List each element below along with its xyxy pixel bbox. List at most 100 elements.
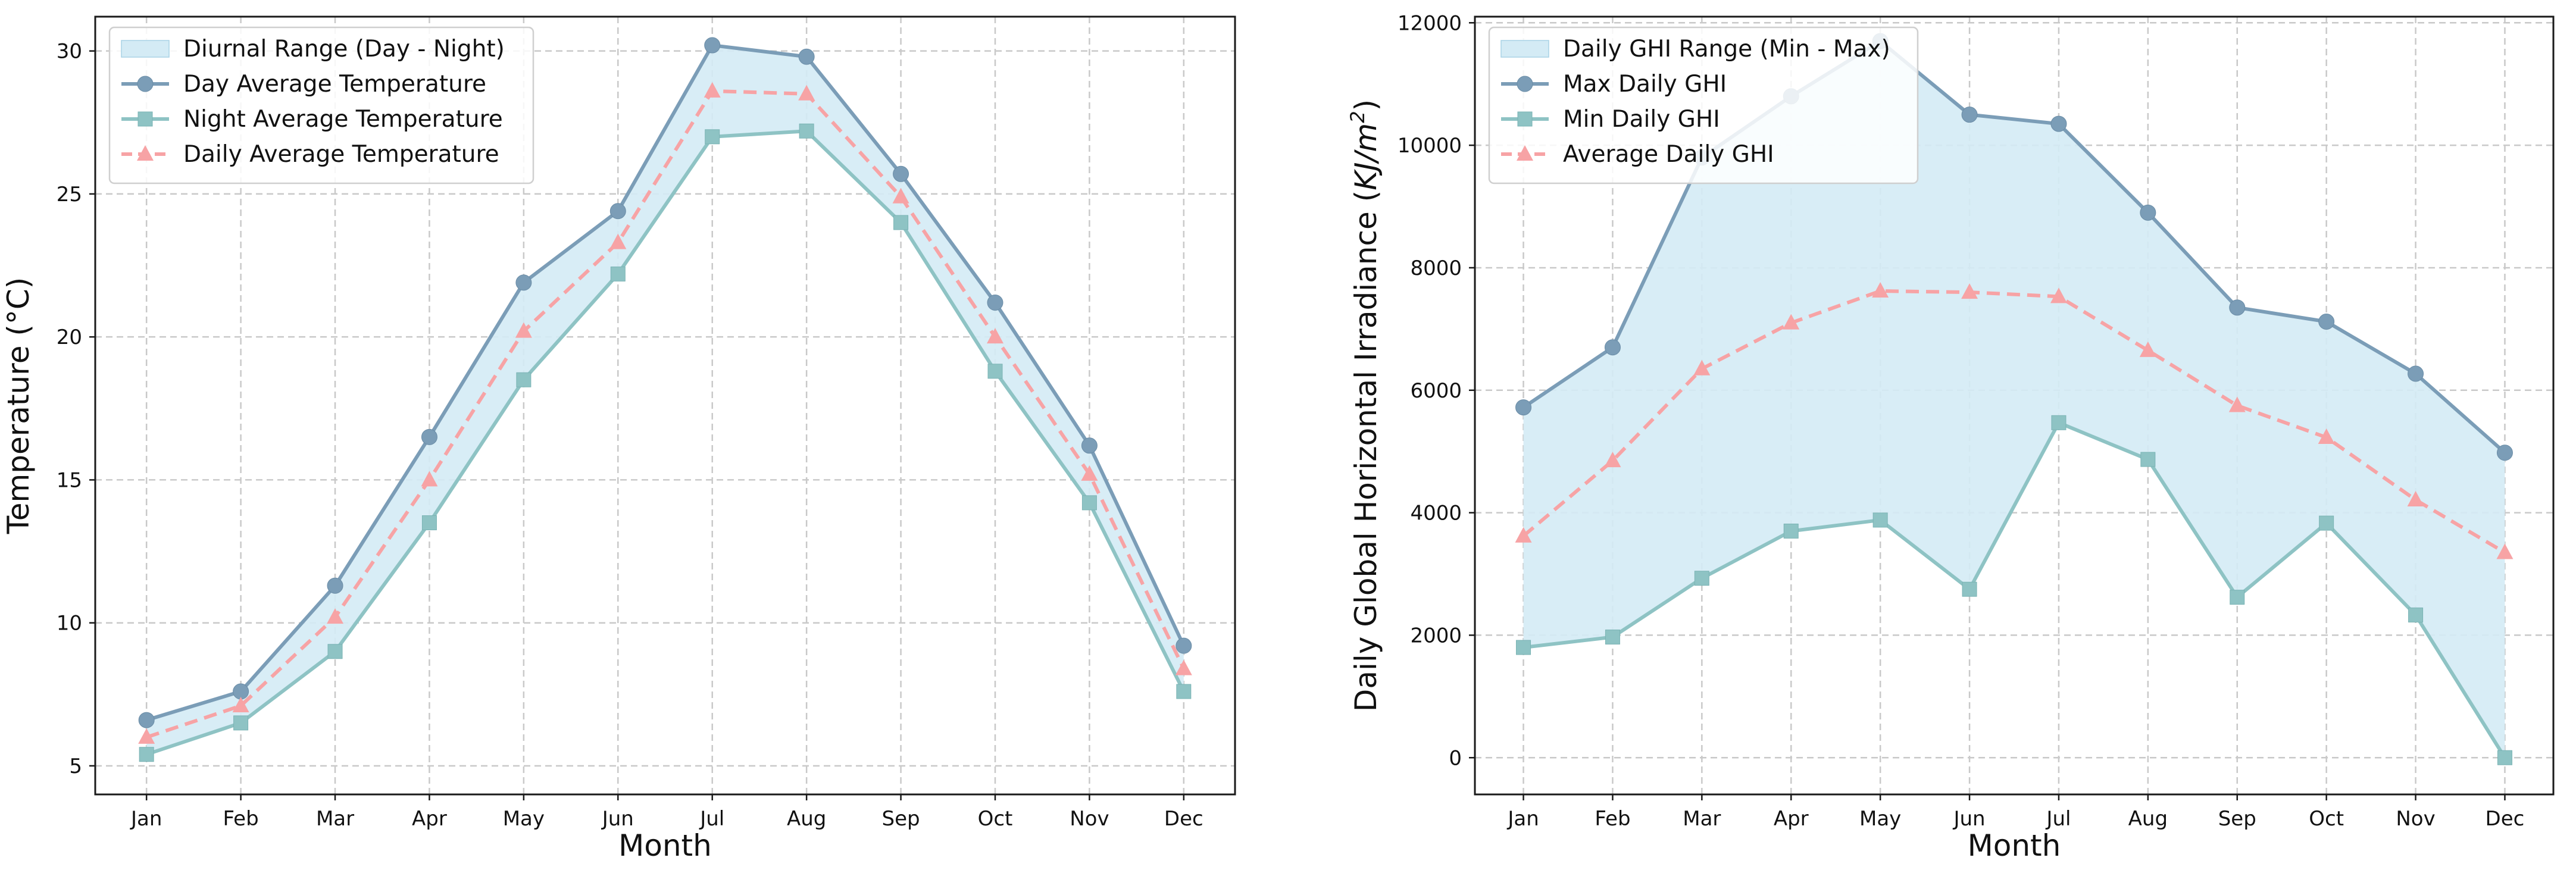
y-tick-label: 20 — [57, 326, 82, 349]
data-point — [232, 697, 249, 713]
y-axis-label: Temperature (°C) — [1, 277, 36, 535]
data-point — [1693, 359, 1711, 375]
series-line — [1522, 39, 2506, 454]
legend-swatch-marker — [1517, 76, 1533, 92]
data-point — [609, 233, 627, 249]
series-line — [146, 129, 1186, 756]
y-tick-label: 6000 — [1410, 379, 1462, 403]
data-point — [2051, 415, 2067, 430]
data-point — [421, 471, 438, 487]
data-point — [1515, 399, 1532, 416]
data-point — [2408, 365, 2424, 382]
data-point — [1961, 283, 1978, 299]
series-night-average-temperature — [139, 123, 1192, 762]
data-point — [2496, 445, 2513, 461]
legend-swatch-marker — [1517, 145, 1533, 161]
data-point — [1604, 452, 1621, 468]
ghi-chart: Jan Feb Mar Apr May Jun Jul Aug Sep Oct Nov Dec 0 200… — [1346, 11, 2555, 863]
x-tick-label: Feb — [1595, 807, 1630, 831]
legend-label: Min Daily GHI — [1563, 106, 1720, 133]
data-point — [2408, 607, 2424, 622]
range-band — [146, 45, 1184, 755]
legend-box — [1488, 26, 1919, 184]
y-tick-label: 0 — [1449, 746, 1462, 770]
legend-label: Daily Average Temperature — [183, 141, 499, 168]
series-line — [1522, 289, 2506, 555]
x-tick-label: Sep — [882, 807, 920, 831]
legend-box — [108, 26, 534, 184]
x-tick-label: Jul — [699, 807, 724, 831]
data-point — [1081, 495, 1097, 511]
x-tick-label: Nov — [2396, 807, 2435, 831]
legend-label: Night Average Temperature — [183, 106, 503, 133]
x-tick-label: Apr — [1774, 807, 1809, 831]
data-point — [1081, 465, 1098, 481]
series-average-daily-ghi — [1515, 282, 2514, 559]
data-point — [139, 747, 154, 762]
y-tick-label: 30 — [57, 40, 82, 64]
y-tick-label: 25 — [57, 183, 82, 206]
data-point — [2496, 543, 2514, 559]
data-point — [1872, 512, 1888, 528]
data-point — [1175, 659, 1192, 675]
legend-swatch-marker — [137, 76, 154, 92]
legend-swatch-marker — [1517, 111, 1533, 127]
data-point — [798, 48, 815, 65]
data-point — [2230, 590, 2245, 605]
data-point — [327, 644, 343, 659]
data-point — [2497, 750, 2512, 765]
data-point — [705, 129, 720, 145]
data-point — [421, 515, 437, 531]
legend-label: Max Daily GHI — [1563, 71, 1727, 98]
x-tick-label: Jun — [1952, 807, 1985, 831]
x-tick-label: May — [1859, 807, 1901, 831]
legend: Diurnal Range (Day - Night) Day Average T… — [108, 26, 534, 184]
y-tick-label: 15 — [57, 468, 82, 492]
legend-swatch-marker — [137, 111, 153, 127]
data-point — [704, 82, 721, 98]
data-point — [2050, 287, 2067, 303]
data-point — [893, 165, 909, 182]
x-tick-label: Oct — [978, 807, 1013, 831]
data-point — [799, 123, 814, 139]
series-line — [146, 89, 1186, 739]
data-point — [1516, 640, 1531, 655]
data-point — [610, 266, 626, 281]
data-point — [2140, 452, 2156, 467]
x-axis-label: Month — [618, 828, 712, 863]
data-point — [1515, 527, 1532, 543]
legend-label: Daily GHI Range (Min - Max) — [1563, 36, 1890, 62]
data-point — [892, 187, 909, 204]
x-tick-label: Sep — [2218, 807, 2256, 831]
legend-label: Day Average Temperature — [183, 71, 486, 98]
x-tick-label: Dec — [2486, 807, 2525, 831]
data-point — [704, 37, 721, 54]
data-point — [609, 203, 626, 220]
data-point — [1783, 314, 1800, 330]
data-point — [1081, 437, 1098, 454]
data-point — [1694, 571, 1709, 586]
y-tick-label: 5 — [69, 755, 82, 778]
data-point — [2319, 515, 2334, 531]
data-point — [2318, 314, 2335, 330]
x-tick-label: Jan — [130, 807, 162, 831]
legend-label: Diurnal Range (Day - Night) — [183, 36, 505, 62]
y-tick-label: 2000 — [1410, 624, 1462, 647]
series-line — [146, 43, 1186, 722]
data-point — [138, 712, 155, 728]
y-tick-label: 12000 — [1398, 11, 1462, 35]
y-tick-label: 8000 — [1410, 256, 1462, 280]
data-point — [2050, 115, 2067, 132]
data-point — [1961, 107, 1978, 123]
y-tick-label: 10 — [57, 612, 82, 636]
data-point — [327, 577, 343, 594]
y-tick-label: 10000 — [1398, 134, 1462, 158]
data-point — [421, 428, 437, 445]
data-point — [1176, 637, 1192, 654]
data-point — [2140, 204, 2156, 221]
series-daily-average-temperature — [138, 82, 1192, 744]
x-tick-label: May — [503, 807, 545, 831]
data-point — [798, 85, 815, 101]
series-day-average-temperature — [138, 37, 1192, 728]
data-point — [515, 274, 532, 291]
